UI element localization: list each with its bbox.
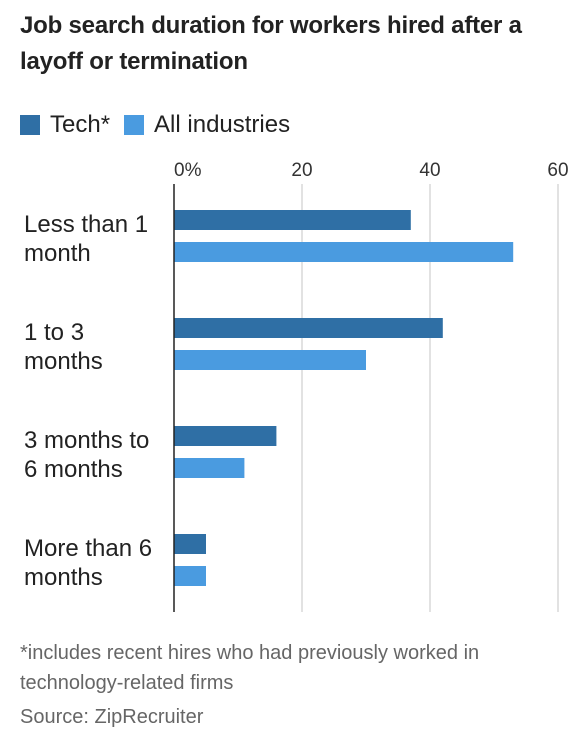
bar-tech-1 — [174, 318, 443, 338]
chart-svg: 0% 20 40 60 Less than 1 month 1 to 3 months 3 mo… — [24, 160, 569, 612]
bar-tech-2 — [174, 426, 277, 446]
bar-all-industries-1 — [174, 350, 366, 370]
bar-chart: 0% 20 40 60 Less than 1 month 1 to 3 months 3 mo… — [0, 150, 582, 620]
bar-all-industries-3 — [174, 566, 206, 586]
chart-title: Job search duration for workers hired af… — [20, 12, 522, 75]
category-label-2: 3 months to 6 months — [24, 427, 149, 483]
legend: Tech* All industries — [20, 108, 304, 142]
x-tick-label-20: 20 — [291, 160, 312, 181]
category-label-1: 1 to 3 months — [24, 319, 103, 375]
legend-item-all-industries: All industries — [124, 111, 290, 139]
bar-tech-3 — [174, 534, 206, 554]
legend-label-tech: Tech* — [50, 111, 111, 138]
legend-swatch-tech — [20, 115, 40, 135]
bar-tech-0 — [174, 210, 411, 230]
category-label-0: Less than 1 month — [24, 211, 148, 267]
legend-label-all-industries: All industries — [154, 111, 291, 138]
footnote: *includes recent hires who had previousl… — [20, 642, 480, 694]
source-note: Source: ZipRecruiter — [20, 706, 204, 728]
category-label-3: More than 6 months — [24, 535, 152, 591]
x-tick-label-60: 60 — [547, 160, 568, 181]
bar-all-industries-0 — [174, 242, 514, 262]
x-tick-label-0: 0% — [174, 160, 202, 181]
bar-all-industries-2 — [174, 458, 245, 478]
x-tick-label-40: 40 — [419, 160, 440, 181]
legend-item-tech: Tech* — [20, 111, 110, 139]
legend-swatch-all-industries — [124, 115, 145, 135]
